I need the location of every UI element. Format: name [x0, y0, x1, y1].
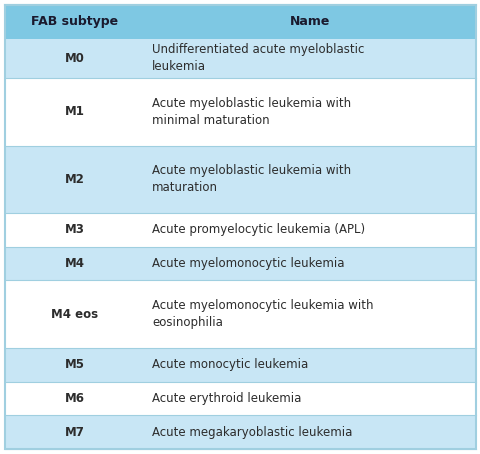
Text: Acute myelomonocytic leukemia with
eosinophilia: Acute myelomonocytic leukemia with eosin… — [152, 299, 372, 329]
Text: Acute erythroid leukemia: Acute erythroid leukemia — [152, 392, 300, 405]
Text: M6: M6 — [64, 392, 84, 405]
Bar — [5, 5, 475, 39]
Text: M4: M4 — [64, 257, 84, 270]
Text: M3: M3 — [64, 223, 84, 237]
Text: Acute myelomonocytic leukemia: Acute myelomonocytic leukemia — [152, 257, 344, 270]
Bar — [5, 247, 475, 281]
Text: M0: M0 — [64, 52, 84, 65]
Text: Acute myeloblastic leukemia with
minimal maturation: Acute myeloblastic leukemia with minimal… — [152, 97, 350, 127]
Text: Acute megakaryoblastic leukemia: Acute megakaryoblastic leukemia — [152, 426, 351, 439]
Text: Acute promyelocytic leukemia (APL): Acute promyelocytic leukemia (APL) — [152, 223, 364, 237]
Text: FAB subtype: FAB subtype — [31, 15, 118, 28]
Bar — [5, 145, 475, 213]
Bar — [5, 381, 475, 415]
Bar — [5, 78, 475, 145]
Bar — [5, 39, 475, 78]
Text: M5: M5 — [64, 358, 84, 371]
Bar — [5, 281, 475, 348]
Bar — [5, 348, 475, 381]
Text: Name: Name — [289, 15, 329, 28]
Bar — [5, 213, 475, 247]
Text: M1: M1 — [64, 105, 84, 118]
Text: Undifferentiated acute myeloblastic
leukemia: Undifferentiated acute myeloblastic leuk… — [152, 44, 363, 74]
Text: M4 eos: M4 eos — [51, 308, 98, 321]
Text: Acute myeloblastic leukemia with
maturation: Acute myeloblastic leukemia with maturat… — [152, 164, 350, 194]
Text: M2: M2 — [64, 173, 84, 186]
Text: M7: M7 — [64, 426, 84, 439]
Text: Acute monocytic leukemia: Acute monocytic leukemia — [152, 358, 308, 371]
Bar — [5, 415, 475, 449]
